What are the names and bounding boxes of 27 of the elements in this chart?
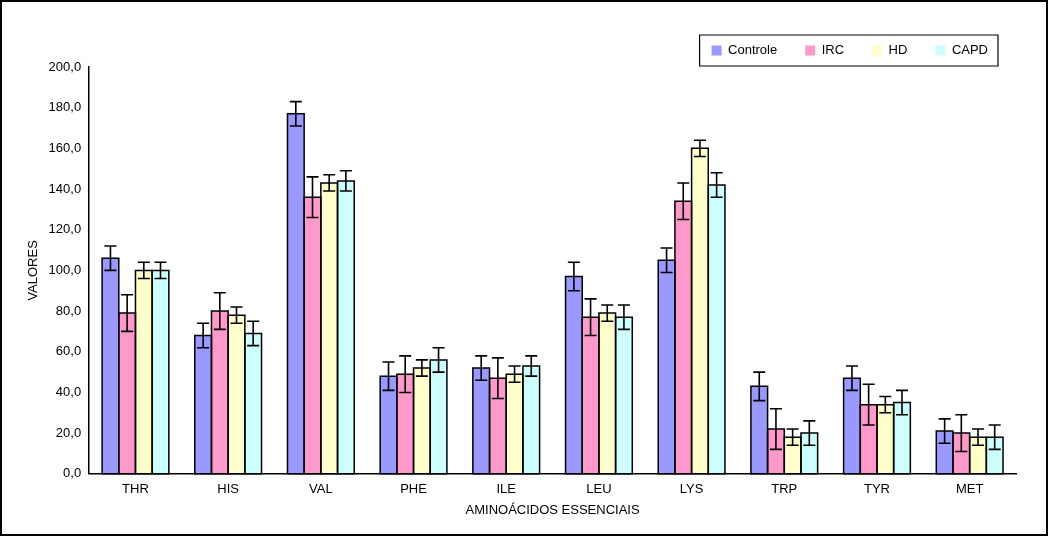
y-tick-label: 0,0 [63, 465, 82, 481]
legend-label: Controle [728, 42, 778, 58]
y-axis-title: VALORES [25, 239, 41, 301]
y-tick-label: 80,0 [55, 302, 82, 318]
x-tick-label: ILE [496, 481, 517, 497]
y-tick-label: 100,0 [48, 261, 82, 277]
legend-label: IRC [821, 42, 845, 58]
x-axis-title: AMINOÁCIDOS ESSENCIAIS [465, 501, 640, 517]
x-tick-label: LYS [679, 481, 704, 497]
x-tick-label: PHE [400, 481, 428, 497]
x-tick-label: MET [955, 481, 984, 497]
y-tick-label: 40,0 [55, 384, 82, 400]
y-tick-label: 180,0 [48, 99, 82, 115]
x-tick-label: VAL [309, 481, 333, 497]
y-tick-label: 60,0 [55, 343, 82, 359]
x-tick-label: HIS [217, 481, 240, 497]
y-tick-label: 20,0 [55, 424, 82, 440]
x-tick-label: TRP [771, 481, 798, 497]
y-tick-label: 200,0 [48, 58, 82, 74]
legend-label: CAPD [951, 42, 989, 58]
x-tick-label: THR [122, 481, 149, 497]
legend-label: HD [888, 42, 908, 58]
y-tick-label: 160,0 [48, 139, 82, 155]
x-tick-label: TYR [863, 481, 890, 497]
y-tick-label: 120,0 [48, 221, 82, 237]
x-tick-label: LEU [586, 481, 612, 497]
y-tick-label: 140,0 [48, 180, 82, 196]
